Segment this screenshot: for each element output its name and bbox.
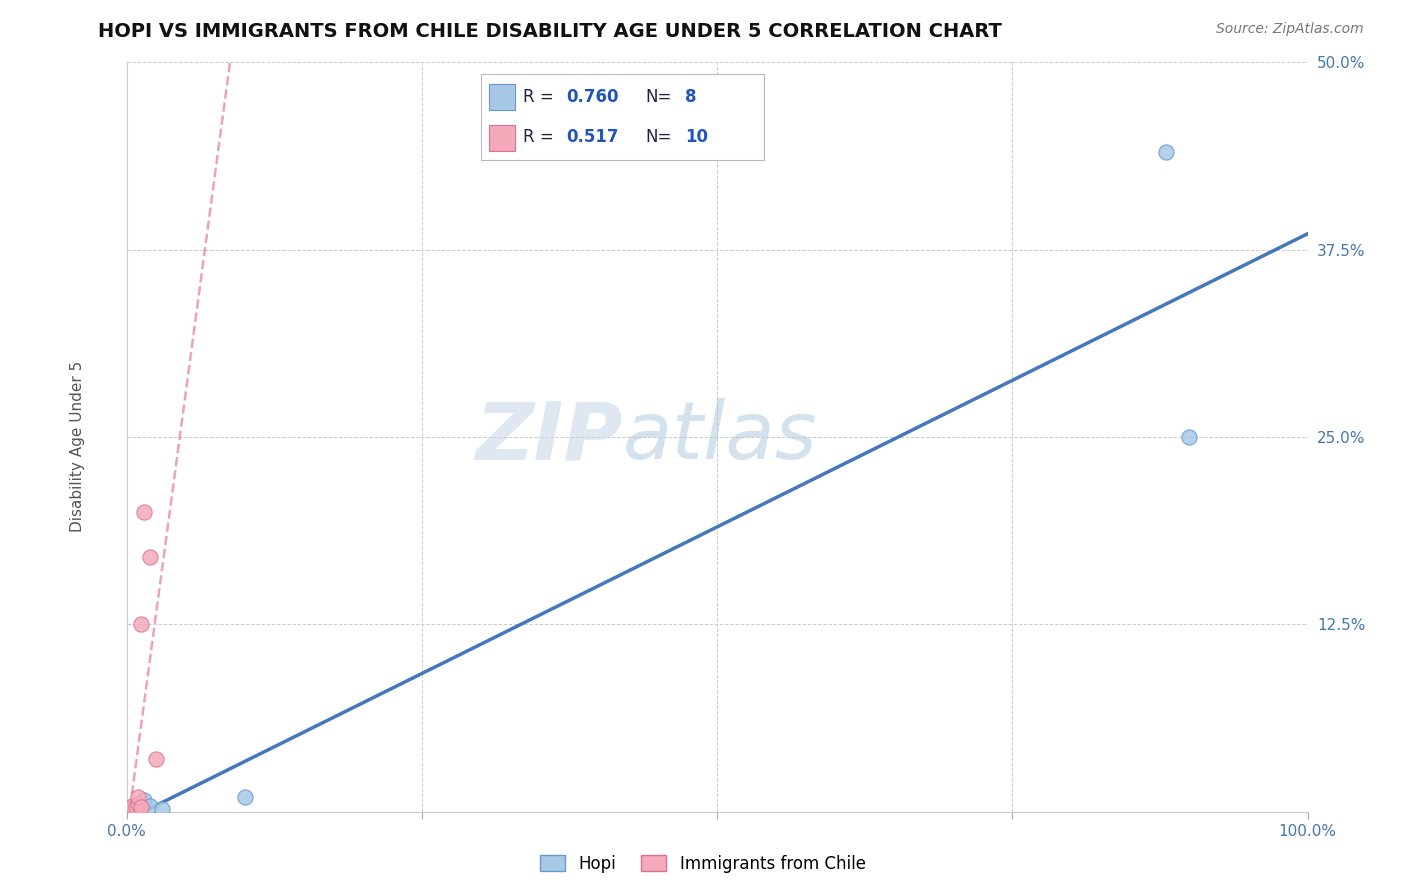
Point: [125, 800, 148, 814]
Text: ZIP: ZIP: [475, 398, 623, 476]
Point: [120, 802, 142, 816]
Point: [1154, 145, 1177, 160]
Point: [1178, 430, 1201, 444]
Text: Source: ZipAtlas.com: Source: ZipAtlas.com: [1216, 22, 1364, 37]
Text: HOPI VS IMMIGRANTS FROM CHILE DISABILITY AGE UNDER 5 CORRELATION CHART: HOPI VS IMMIGRANTS FROM CHILE DISABILITY…: [98, 22, 1002, 41]
Point: [127, 797, 149, 812]
Point: [139, 549, 162, 564]
Point: [145, 752, 167, 766]
Point: [134, 505, 156, 519]
Point: [139, 798, 162, 813]
Point: [127, 797, 149, 812]
Point: [134, 793, 156, 807]
Point: [129, 617, 152, 632]
Text: Disability Age Under 5: Disability Age Under 5: [70, 360, 84, 532]
Point: [127, 789, 149, 804]
Point: [121, 800, 143, 814]
Point: [233, 789, 256, 804]
Point: [121, 798, 143, 813]
Point: [129, 800, 152, 814]
Legend: Hopi, Immigrants from Chile: Hopi, Immigrants from Chile: [534, 848, 872, 880]
Text: atlas: atlas: [623, 398, 817, 476]
Point: [150, 802, 173, 816]
